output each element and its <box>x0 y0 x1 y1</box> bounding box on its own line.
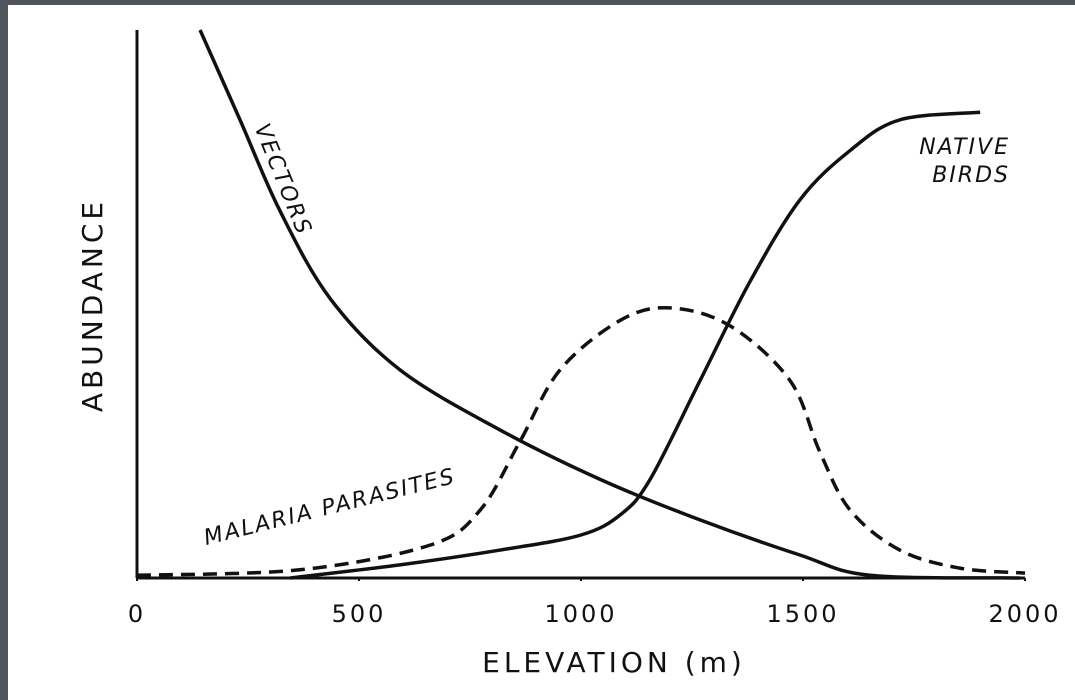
x-tick-label: 0 <box>128 600 146 628</box>
y-axis-title: ABUNDANCE <box>76 198 109 412</box>
x-tick-label: 500 <box>332 600 387 628</box>
series-label: VECTORS <box>249 120 317 239</box>
series-line <box>289 110 981 580</box>
series-label: NATIVE BIRDS <box>919 135 1010 188</box>
x-tick-label: 1500 <box>766 600 839 628</box>
series-line <box>198 29 1021 580</box>
x-axis-title: ELEVATION (m) <box>482 646 746 679</box>
x-tick-label: 1000 <box>544 600 617 628</box>
series-line <box>136 305 1026 578</box>
x-tick-label: 2000 <box>988 600 1061 628</box>
series-label: MALARIA PARASITES <box>201 464 458 551</box>
